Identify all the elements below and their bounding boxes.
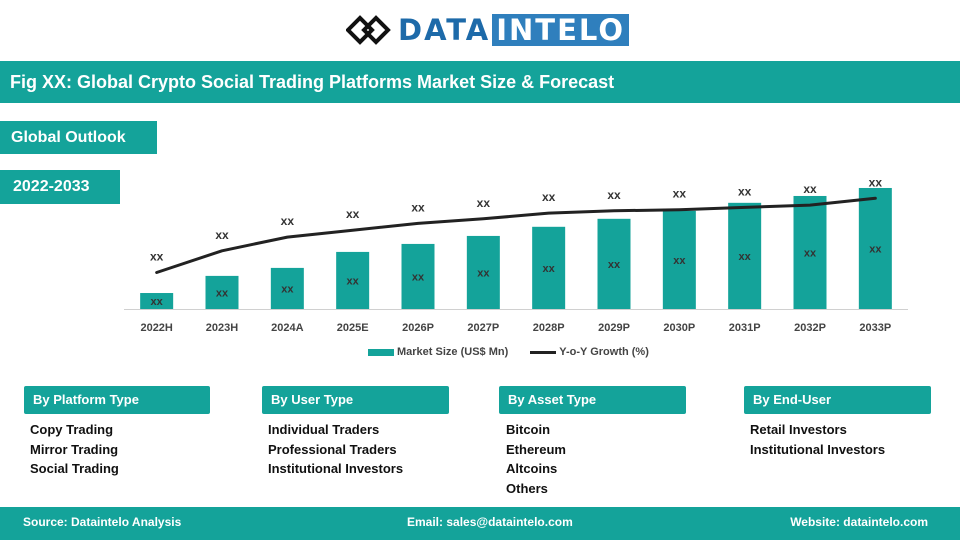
bar-2029P [597,218,631,309]
x-tick-label: 2028P [533,322,565,334]
bar-2031P [728,202,762,309]
bar-2033P [858,187,892,309]
bar-value-label: xx [804,247,817,259]
list-item: Institutional Investors [268,461,404,476]
growth-value-label: xx [477,196,491,210]
footer-email: Email: sales@dataintelo.com [407,515,573,529]
logo-text-data: DATA [398,13,491,47]
segment-list-end-user: Retail Investors Institutional Investors [750,420,885,459]
growth-value-label: xx [150,249,164,263]
x-tick-label: 2027P [467,322,499,334]
logo-text-intelo: INTELO [492,14,630,46]
x-tick-label: 2025E [337,322,369,334]
x-tick-label: 2030P [663,322,695,334]
x-tick-label: 2026P [402,322,434,334]
segment-header-asset-type: By Asset Type [499,386,686,414]
list-item: Mirror Trading [30,441,119,457]
x-tick-label: 2031P [729,322,761,334]
bar-value-label: xx [869,243,882,255]
logo-diamond-icon [346,15,391,45]
figure-title: Fig XX: Global Crypto Social Trading Pla… [0,61,960,103]
list-item: Bitcoin [506,422,551,437]
growth-value-label: xx [542,190,556,204]
list-item: Institutional Investors [750,441,886,457]
global-outlook-tag: Global Outlook [0,121,157,154]
list-item: Copy Trading [30,422,114,437]
growth-value-label: xx [673,187,687,201]
footer-bar: Source: Dataintelo Analysis Email: sales… [0,507,960,540]
bar-value-label: xx [739,251,752,263]
bar-value-label: xx [608,259,621,271]
segment-header-end-user: By End-User [744,386,931,414]
bar-2027P [466,235,500,309]
segment-header-user-type: By User Type [262,386,449,414]
growth-value-label: xx [738,184,752,198]
x-tick-label: 2032P [794,322,826,334]
segment-list-asset-type: Bitcoin Ethereum Altcoins Others [506,420,566,498]
list-item: Altcoins [506,461,558,476]
x-tick-label: 2023H [206,322,238,334]
bar-2028P [532,226,566,309]
chart-legend: Market Size (US$ Mn) Y-o-Y Growth (%) [368,346,649,358]
bar-value-label: xx [477,267,490,279]
year-range-tag: 2022-2033 [0,170,120,204]
footer-source: Source: Dataintelo Analysis [23,515,182,529]
bar-2025E [336,251,370,309]
list-item: Retail Investors [750,422,847,437]
logo: DATA INTELO [346,12,630,48]
bar-2030P [662,210,696,309]
x-tick-label: 2029P [598,322,630,334]
logo-wordmark: DATA INTELO [396,13,630,47]
growth-value-label: xx [215,228,229,242]
bar-2026P [401,243,435,309]
growth-value-label: xx [281,214,295,228]
list-item: Others [506,480,548,496]
growth-value-label: xx [411,200,425,214]
growth-value-label: xx [346,207,360,221]
market-size-chart: xx 2022H xx 2023H xx 2024A xx 2025E xx 2026P xx 202… [124,175,908,334]
legend-bar-swatch [368,348,394,356]
bar-value-label: xx [673,255,686,267]
x-tick-label: 2033P [859,322,891,334]
bar-2022H [140,293,174,309]
bar-value-label: xx [216,287,229,299]
bar-value-label: xx [281,283,294,295]
bar-value-label: xx [151,296,164,308]
x-tick-label: 2024A [271,322,303,334]
bar-2023H [205,275,239,309]
list-item: Social Trading [30,461,119,476]
growth-value-label: xx [803,182,817,196]
bar-2032P [793,195,827,309]
bar-value-label: xx [347,275,360,287]
footer-website: Website: dataintelo.com [790,515,928,529]
growth-line [155,196,877,274]
legend-growth-label: Y-o-Y Growth (%) [559,346,649,358]
legend-market-size-label: Market Size (US$ Mn) [397,346,509,358]
list-item: Individual Traders [268,422,380,437]
x-tick-label: 2022H [140,322,172,334]
list-item: Ethereum [506,441,566,457]
growth-value-label: xx [607,188,621,202]
list-item: Professional Traders [268,441,397,457]
bar-value-label: xx [412,271,425,283]
segment-header-platform-type: By Platform Type [24,386,210,414]
legend-line-swatch [530,350,557,354]
bar-value-label: xx [543,263,556,275]
segment-list-platform-type: Copy Trading Mirror Trading Social Tradi… [30,420,119,479]
segment-list-user-type: Individual Traders Professional Traders … [268,420,403,479]
growth-value-label: xx [869,175,883,189]
bar-2024A [270,267,304,309]
